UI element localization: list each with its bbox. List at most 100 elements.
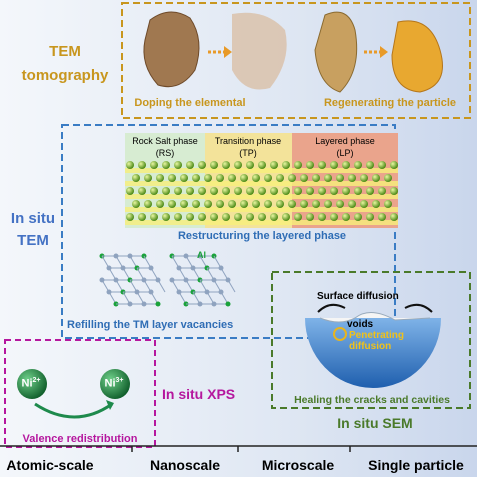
atom	[192, 200, 200, 208]
atom	[240, 174, 248, 182]
atom	[264, 200, 272, 208]
atom	[276, 200, 284, 208]
atom	[168, 200, 176, 208]
atom	[192, 174, 200, 182]
atom	[288, 174, 296, 182]
atom	[330, 213, 338, 221]
atom	[186, 187, 194, 195]
atom	[222, 161, 230, 169]
step-label: Doping the elemental	[134, 97, 246, 109]
atom	[348, 200, 356, 208]
atom	[186, 161, 194, 169]
dopant-label: Al	[197, 250, 206, 260]
atom	[372, 174, 380, 182]
atom	[156, 200, 164, 208]
atom	[282, 161, 290, 169]
layer	[125, 194, 398, 199]
atom	[384, 174, 392, 182]
tem-caption: Restructuring the layered phase	[177, 230, 347, 242]
atom	[174, 161, 182, 169]
atom	[162, 213, 170, 221]
atom	[378, 187, 386, 195]
atom	[390, 187, 398, 195]
atom	[210, 213, 218, 221]
atom	[252, 174, 260, 182]
atom	[228, 174, 236, 182]
atom	[174, 187, 182, 195]
atom	[378, 161, 386, 169]
atom	[342, 161, 350, 169]
atom	[126, 187, 134, 195]
tem-box	[61, 124, 396, 339]
atom	[234, 161, 242, 169]
bowl	[305, 303, 441, 388]
penetrating-label: Penetrating diffusion	[349, 330, 405, 352]
atom	[270, 161, 278, 169]
atom	[150, 213, 158, 221]
phase-name: Rock Salt phase	[132, 136, 198, 146]
atom	[390, 213, 398, 221]
atom	[306, 161, 314, 169]
atom	[222, 187, 230, 195]
phase-panel	[125, 133, 398, 228]
atom	[246, 187, 254, 195]
sem-caption: Healing the cracks and cavities	[294, 394, 450, 406]
atom	[126, 213, 134, 221]
surface-label: Surface diffusion	[317, 291, 399, 302]
atom	[330, 161, 338, 169]
atom	[234, 187, 242, 195]
atom	[270, 213, 278, 221]
layer	[125, 181, 398, 186]
tomography-title: TEM tomography	[21, 43, 109, 84]
atom	[354, 161, 362, 169]
atom	[198, 187, 206, 195]
atom	[204, 200, 212, 208]
ion-charge: 2+	[32, 377, 41, 384]
atom	[198, 161, 206, 169]
step-label: Regenerating the particle	[323, 97, 457, 109]
atom	[210, 161, 218, 169]
xps-box	[4, 339, 156, 448]
scale-label: Nanoscale	[149, 457, 221, 473]
atom	[168, 174, 176, 182]
atom	[210, 187, 218, 195]
atom	[348, 174, 356, 182]
atom	[186, 213, 194, 221]
atom	[330, 187, 338, 195]
atom	[360, 200, 368, 208]
vacancy-caption: Refilling the TM layer vacancies	[67, 319, 234, 331]
atom	[144, 174, 152, 182]
atom	[324, 200, 332, 208]
atom	[306, 187, 314, 195]
atom	[276, 174, 284, 182]
scale-label: Microscale	[261, 457, 335, 473]
ion-label: Ni2+	[22, 377, 41, 390]
atom	[138, 187, 146, 195]
atom	[228, 200, 236, 208]
atom	[342, 213, 350, 221]
atom	[288, 200, 296, 208]
phase-name: Transition phase	[214, 136, 282, 146]
atom	[204, 174, 212, 182]
lattice	[99, 253, 236, 307]
tem-title: In situ TEM	[10, 210, 56, 249]
phase-name: Layered phase	[315, 136, 375, 146]
ni-ions	[17, 369, 130, 419]
atom	[366, 187, 374, 195]
atom	[270, 187, 278, 195]
atom	[258, 161, 266, 169]
atom	[282, 187, 290, 195]
particles	[143, 11, 443, 93]
atom	[294, 161, 302, 169]
atom	[336, 200, 344, 208]
atom	[138, 213, 146, 221]
atom	[162, 161, 170, 169]
atom	[342, 187, 350, 195]
site	[225, 301, 231, 307]
scale-label: Single particle	[368, 457, 464, 473]
atom	[282, 213, 290, 221]
atom	[336, 174, 344, 182]
atom	[318, 213, 326, 221]
